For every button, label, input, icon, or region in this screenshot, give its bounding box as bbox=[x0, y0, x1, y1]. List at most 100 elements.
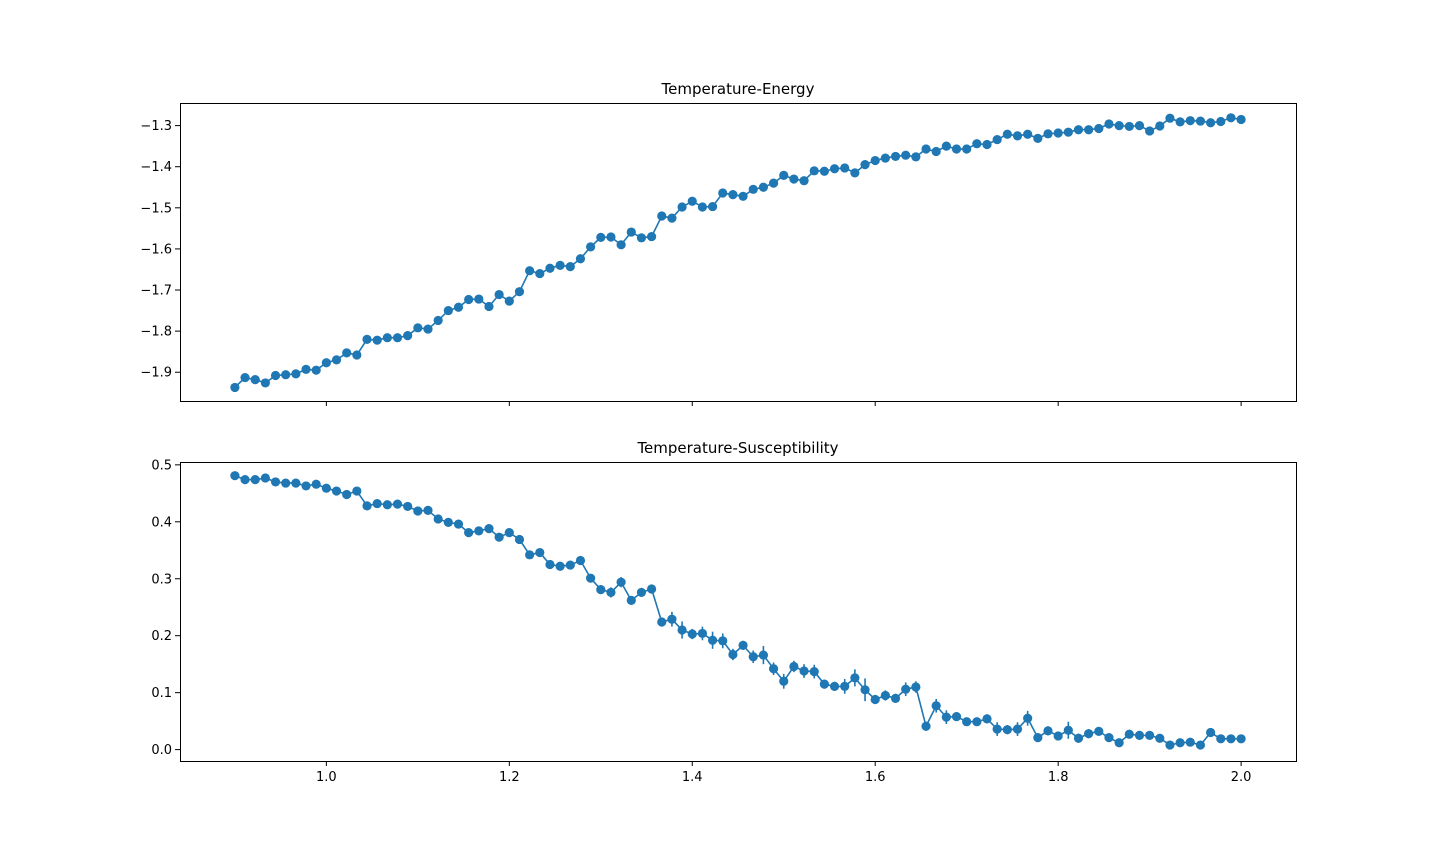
x-tick-label: 1.4 bbox=[682, 770, 703, 785]
data-point bbox=[423, 505, 433, 516]
data-point bbox=[840, 681, 850, 691]
data-point bbox=[555, 260, 565, 270]
plot-frame bbox=[180, 462, 1297, 762]
y-tick-label: −1.5 bbox=[140, 201, 172, 216]
x-axis: 1.0 1.2 1.4 1.6 1.8 2.0 bbox=[316, 761, 1251, 785]
data-point bbox=[707, 201, 718, 212]
data-point bbox=[758, 182, 769, 192]
data-point bbox=[403, 501, 413, 512]
data-point bbox=[768, 664, 779, 674]
data-point bbox=[982, 714, 992, 724]
data-point bbox=[880, 153, 890, 163]
data-point bbox=[474, 526, 484, 536]
data-point bbox=[677, 625, 687, 635]
data-point bbox=[1165, 740, 1175, 750]
data-point bbox=[392, 333, 403, 343]
data-point bbox=[972, 717, 982, 727]
data-point bbox=[880, 690, 890, 701]
data-point bbox=[1114, 121, 1124, 131]
chart-title: Temperature-Susceptibility bbox=[636, 439, 838, 457]
data-point bbox=[1114, 738, 1124, 748]
data-point bbox=[677, 202, 687, 212]
y-tick-label: −1.4 bbox=[140, 160, 172, 175]
data-point bbox=[728, 649, 738, 660]
data-point bbox=[1195, 740, 1206, 750]
error-bars bbox=[234, 473, 1242, 749]
data-point bbox=[291, 478, 301, 488]
data-point bbox=[1012, 724, 1023, 734]
data-point bbox=[596, 232, 606, 243]
data-point bbox=[1094, 123, 1104, 134]
plot-frame bbox=[180, 103, 1297, 402]
data-point bbox=[738, 191, 748, 201]
data-point bbox=[779, 676, 789, 686]
data-point bbox=[728, 190, 738, 200]
data-point bbox=[281, 370, 291, 380]
data-point bbox=[829, 681, 840, 691]
data-point bbox=[911, 682, 921, 692]
data-point bbox=[1155, 733, 1165, 743]
data-point bbox=[504, 528, 514, 538]
data-point bbox=[453, 302, 464, 312]
data-point bbox=[372, 335, 382, 345]
data-point bbox=[606, 587, 616, 598]
data-point bbox=[433, 315, 443, 326]
data-point bbox=[1236, 734, 1246, 744]
data-point bbox=[921, 144, 931, 154]
data-point bbox=[1073, 733, 1084, 743]
data-point bbox=[494, 532, 504, 542]
data-point bbox=[1124, 121, 1134, 132]
data-point bbox=[951, 711, 962, 722]
data-point bbox=[321, 358, 331, 368]
data-point bbox=[413, 506, 423, 516]
data-point bbox=[352, 350, 362, 360]
data-point bbox=[697, 202, 708, 212]
data-point bbox=[260, 378, 270, 388]
data-point bbox=[565, 261, 575, 272]
data-point bbox=[789, 174, 799, 184]
data-point bbox=[992, 134, 1002, 145]
data-point bbox=[809, 666, 819, 677]
data-point bbox=[1185, 116, 1195, 126]
data-point bbox=[1226, 113, 1236, 123]
data-point bbox=[1104, 733, 1114, 743]
x-tick-label: 2.0 bbox=[1231, 770, 1252, 785]
data-point bbox=[433, 514, 443, 524]
data-point bbox=[270, 477, 281, 487]
data-point bbox=[951, 144, 962, 154]
data-point bbox=[545, 559, 555, 570]
data-point bbox=[890, 151, 901, 162]
data-point bbox=[1175, 117, 1185, 127]
data-point bbox=[636, 233, 647, 243]
data-point bbox=[921, 721, 931, 731]
data-point bbox=[1053, 128, 1063, 138]
chart-title: Temperature-Energy bbox=[661, 80, 815, 98]
data-point bbox=[382, 333, 392, 343]
data-point bbox=[453, 519, 464, 529]
data-point bbox=[1104, 119, 1114, 129]
data-point bbox=[890, 693, 901, 703]
data-point bbox=[850, 673, 860, 683]
data-points bbox=[230, 471, 1246, 750]
data-point bbox=[992, 724, 1002, 734]
data-point bbox=[443, 305, 453, 316]
data-point bbox=[962, 717, 972, 727]
data-point bbox=[697, 628, 708, 639]
data-point bbox=[819, 679, 829, 689]
energy-chart: Temperature-Energy −1.9−1.8−1.7−1.6−1.5−… bbox=[140, 80, 1297, 406]
y-tick-label: 0.0 bbox=[151, 743, 172, 758]
data-point bbox=[738, 640, 748, 650]
data-point bbox=[311, 365, 321, 375]
data-point bbox=[687, 629, 697, 639]
data-point bbox=[1063, 725, 1073, 735]
data-point bbox=[636, 587, 647, 598]
data-point bbox=[555, 561, 565, 571]
x-tick-label: 1.6 bbox=[865, 770, 886, 785]
error-bars bbox=[234, 115, 1242, 390]
data-point bbox=[707, 635, 718, 645]
y-tick-label: 0.3 bbox=[151, 572, 172, 587]
data-point bbox=[1012, 131, 1023, 141]
data-point bbox=[647, 584, 657, 594]
data-point bbox=[565, 560, 575, 570]
data-point bbox=[464, 294, 474, 305]
